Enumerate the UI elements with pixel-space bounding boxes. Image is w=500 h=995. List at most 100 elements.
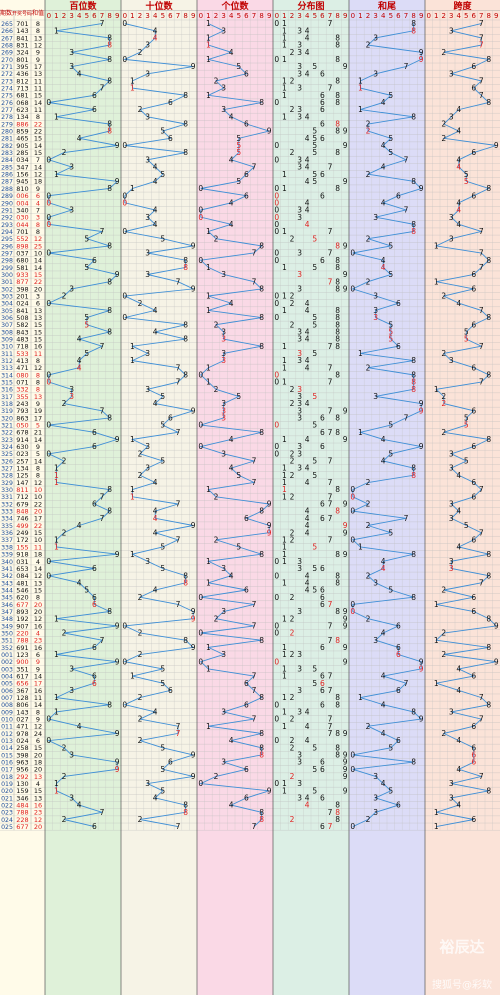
- trend-digit: 9: [115, 621, 120, 630]
- issue-number: 307: [1, 322, 13, 329]
- trend-digit: 5: [464, 421, 469, 430]
- trend-digit: 8: [486, 614, 491, 623]
- trend-digit: 6: [92, 672, 97, 681]
- trend-digit: 1: [206, 41, 211, 50]
- distribution-digit: 9: [343, 772, 348, 781]
- distribution-digit: 7: [328, 249, 333, 258]
- trend-digit: 5: [84, 320, 89, 329]
- trend-digit: 3: [221, 414, 226, 423]
- trend-digit: 8: [183, 371, 188, 380]
- distribution-digit: 8: [335, 120, 340, 129]
- draw-sum: 5: [36, 450, 40, 458]
- distribution-digit: 5: [312, 421, 317, 430]
- trend-digit: 3: [449, 779, 454, 788]
- distribution-digit: 3: [297, 327, 302, 336]
- trend-digit: 1: [434, 277, 439, 286]
- distribution-digit: 6: [320, 105, 325, 114]
- watermark-brand: 裕辰达: [438, 938, 484, 956]
- draw-code: 134: [16, 113, 28, 121]
- draw-sum: 9: [36, 400, 40, 408]
- trend-digit: 4: [229, 571, 234, 580]
- trend-digit: 4: [153, 586, 158, 595]
- trend-digit: 9: [115, 765, 120, 774]
- trend-digit: 5: [236, 392, 241, 401]
- trend-digit: 3: [449, 464, 454, 473]
- trend-digit: 2: [441, 349, 446, 358]
- draw-sum: 4: [36, 199, 40, 207]
- draw-code: 044: [16, 221, 28, 229]
- trend-digit: 9: [191, 241, 196, 250]
- trend-digit: 3: [221, 758, 226, 767]
- distribution-digit: 9: [343, 528, 348, 537]
- draw-code: 192: [16, 615, 28, 623]
- trend-digit: 5: [236, 471, 241, 480]
- distribution-digit: 2: [290, 650, 295, 659]
- draw-code: 398: [16, 751, 28, 759]
- distribution-digit: 2: [290, 693, 295, 702]
- trend-digit: 3: [373, 313, 378, 322]
- draw-sum: 8: [36, 221, 40, 229]
- trend-digit: 7: [176, 822, 181, 831]
- trend-digit: 4: [229, 220, 234, 229]
- distribution-digit: 1: [282, 464, 287, 473]
- trend-digit: 2: [214, 492, 219, 501]
- distribution-digit: 2: [290, 105, 295, 114]
- trend-digit: 5: [388, 335, 393, 344]
- draw-code: 465: [16, 135, 28, 143]
- distribution-digit: 4: [305, 722, 310, 731]
- distribution-digit: 9: [343, 758, 348, 767]
- draw-sum: 14: [34, 672, 42, 680]
- issue-number: 332: [1, 501, 13, 508]
- trend-digit: 2: [62, 457, 67, 466]
- distribution-digit: 0: [274, 98, 279, 107]
- trend-digit: 7: [176, 535, 181, 544]
- issue-number: 327: [1, 466, 13, 473]
- distribution-digit: 9: [343, 284, 348, 293]
- trend-digit: 7: [404, 679, 409, 688]
- draw-code: 034: [16, 156, 28, 164]
- issue-number: 352: [1, 645, 13, 652]
- issue-number: 284: [1, 157, 13, 164]
- trend-digit: 3: [449, 564, 454, 573]
- distribution-digit: 3: [297, 349, 302, 358]
- digit-header: 7: [100, 12, 104, 20]
- trend-digit: 5: [388, 320, 393, 329]
- issue-number: 025: [1, 824, 13, 831]
- draw-code: 324: [16, 49, 28, 57]
- trend-digit: 4: [456, 220, 461, 229]
- distribution-digit: 7: [328, 729, 333, 738]
- section-title: 个位数: [220, 0, 249, 12]
- trend-digit: 8: [107, 77, 112, 86]
- trend-digit: 5: [84, 586, 89, 595]
- trend-digit: 1: [54, 693, 59, 702]
- distribution-digit: 3: [297, 206, 302, 215]
- issue-number: 319: [1, 408, 13, 415]
- draw-code: 848: [16, 508, 28, 516]
- trend-digit: 3: [449, 112, 454, 121]
- trend-digit: 6: [92, 822, 97, 831]
- trend-digit: 4: [456, 471, 461, 480]
- digit-header: 2: [366, 12, 370, 20]
- trend-digit: 2: [138, 650, 143, 659]
- watermark-source: 搜狐号@彩软: [432, 978, 492, 991]
- trend-digit: 4: [77, 801, 82, 810]
- issue-number: 347: [1, 609, 13, 616]
- distribution-digit: 2: [290, 292, 295, 301]
- draw-code: 172: [16, 536, 28, 544]
- trend-digit: 4: [77, 69, 82, 78]
- distribution-digit: 0: [274, 292, 279, 301]
- draw-sum: 10: [34, 493, 42, 501]
- trend-digit: 3: [69, 284, 74, 293]
- issue-number: 348: [1, 616, 13, 623]
- trend-digit: 7: [404, 414, 409, 423]
- trend-digit: 3: [145, 155, 150, 164]
- trend-digit: 1: [54, 543, 59, 552]
- distribution-digit: 3: [297, 69, 302, 78]
- trend-digit: 0: [46, 421, 51, 430]
- issue-number: 012: [1, 731, 13, 738]
- draw-code: 810: [16, 185, 28, 193]
- trend-digit: 4: [381, 779, 386, 788]
- distribution-digit: 2: [290, 629, 295, 638]
- distribution-digit: 6: [320, 170, 325, 179]
- trend-digit: 7: [252, 621, 257, 630]
